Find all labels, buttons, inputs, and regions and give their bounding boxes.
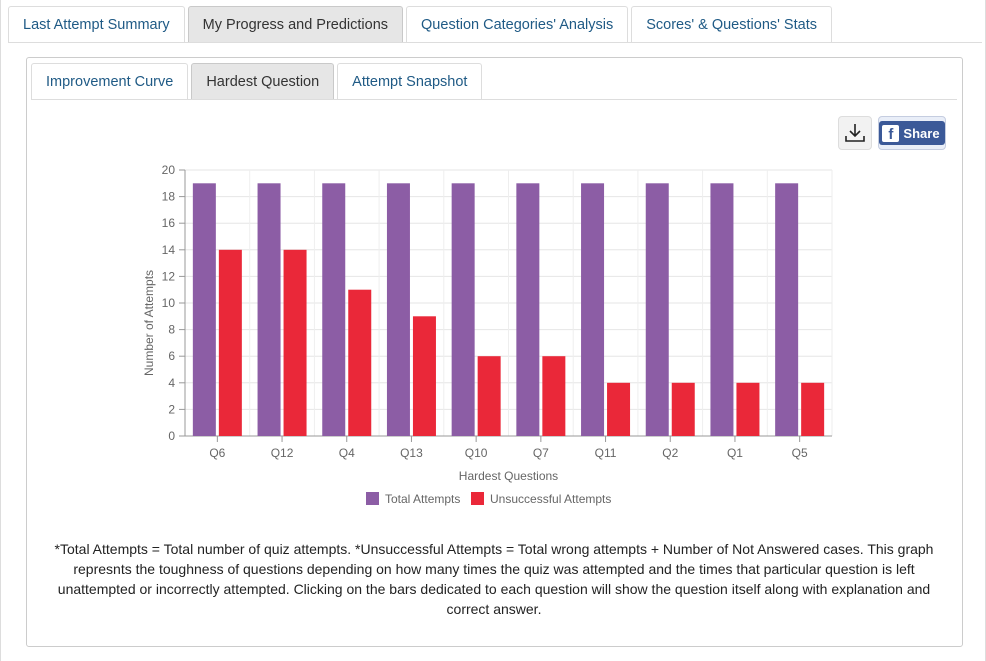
x-tick-label: Q4 [339,446,355,460]
bar-unsuccessful-q4[interactable] [348,289,372,436]
x-tick-label: Q10 [465,446,488,460]
facebook-share-button[interactable]: f Share [878,116,946,150]
bar-unsuccessful-q12[interactable] [283,249,307,436]
bar-unsuccessful-q10[interactable] [477,356,501,436]
bar-total-q5[interactable] [775,183,799,436]
facebook-icon: f [882,124,900,142]
bar-unsuccessful-q2[interactable] [671,382,695,436]
download-button[interactable] [838,116,872,150]
bar-total-q4[interactable] [322,183,346,436]
y-axis-title: Number of Attempts [142,270,156,376]
bar-unsuccessful-q5[interactable] [801,382,825,436]
chart-footnote: *Total Attempts = Total number of quiz a… [54,541,934,617]
x-tick-label: Q5 [792,446,808,460]
download-icon [845,124,865,142]
tab-improvement-curve[interactable]: Improvement Curve [31,63,189,99]
legend-swatch[interactable] [366,492,379,505]
content-panel [26,57,963,647]
bar-unsuccessful-q1[interactable] [736,382,760,436]
tab-attempt-snapshot[interactable]: Attempt Snapshot [337,63,483,99]
y-tick-label: 16 [162,216,176,230]
legend-label[interactable]: Unsuccessful Attempts [490,492,611,506]
y-tick-label: 4 [168,376,175,390]
legend-label[interactable]: Total Attempts [385,492,460,506]
x-tick-label: Q12 [271,446,294,460]
bar-total-q6[interactable] [192,183,216,436]
bar-unsuccessful-q6[interactable] [218,249,242,436]
x-tick-label: Q1 [727,446,743,460]
y-tick-label: 12 [162,269,176,283]
tab-hardest-question[interactable]: Hardest Question [191,63,335,99]
sub-tab-bar: Improvement Curve Hardest Question Attem… [31,63,957,100]
bar-total-q12[interactable] [257,183,281,436]
y-tick-label: 0 [168,429,175,443]
x-tick-label: Q6 [209,446,225,460]
y-tick-label: 20 [162,163,176,177]
main-tab-bar: Last Attempt Summary My Progress and Pre… [8,6,982,43]
tab-last-attempt-summary[interactable]: Last Attempt Summary [8,6,185,42]
y-tick-label: 18 [162,190,176,204]
y-tick-label: 6 [168,349,175,363]
x-tick-label: Q13 [400,446,423,460]
bar-unsuccessful-q11[interactable] [607,382,631,436]
bar-total-q13[interactable] [386,183,410,436]
x-tick-label: Q11 [595,446,617,460]
legend-swatch[interactable] [471,492,484,505]
tab-scores-questions-stats[interactable]: Scores' & Questions' Stats [631,6,832,42]
bar-total-q1[interactable] [710,183,734,436]
x-tick-label: Q2 [662,446,678,460]
bar-total-q2[interactable] [645,183,669,436]
bar-unsuccessful-q13[interactable] [412,316,436,436]
share-label: Share [903,125,940,141]
y-tick-label: 14 [162,243,176,257]
y-tick-label: 8 [168,323,175,337]
tab-question-categories-analysis[interactable]: Question Categories' Analysis [406,6,629,42]
bar-unsuccessful-q7[interactable] [542,356,566,436]
x-tick-label: Q7 [533,446,549,460]
x-axis-title: Hardest Questions [459,469,558,483]
bar-total-q10[interactable] [451,183,475,436]
bar-total-q11[interactable] [581,183,605,436]
bar-total-q7[interactable] [516,183,540,436]
tab-my-progress-and-predictions[interactable]: My Progress and Predictions [187,6,404,42]
y-tick-label: 10 [162,296,176,310]
hardest-question-chart: 0 2 4 6 8 10 12 14 16 18 20 Q6 Q12 Q4 Q13 Q10 Q7 Q11 Q2 Q1 Q… [142,163,833,506]
y-tick-label: 2 [168,402,175,416]
